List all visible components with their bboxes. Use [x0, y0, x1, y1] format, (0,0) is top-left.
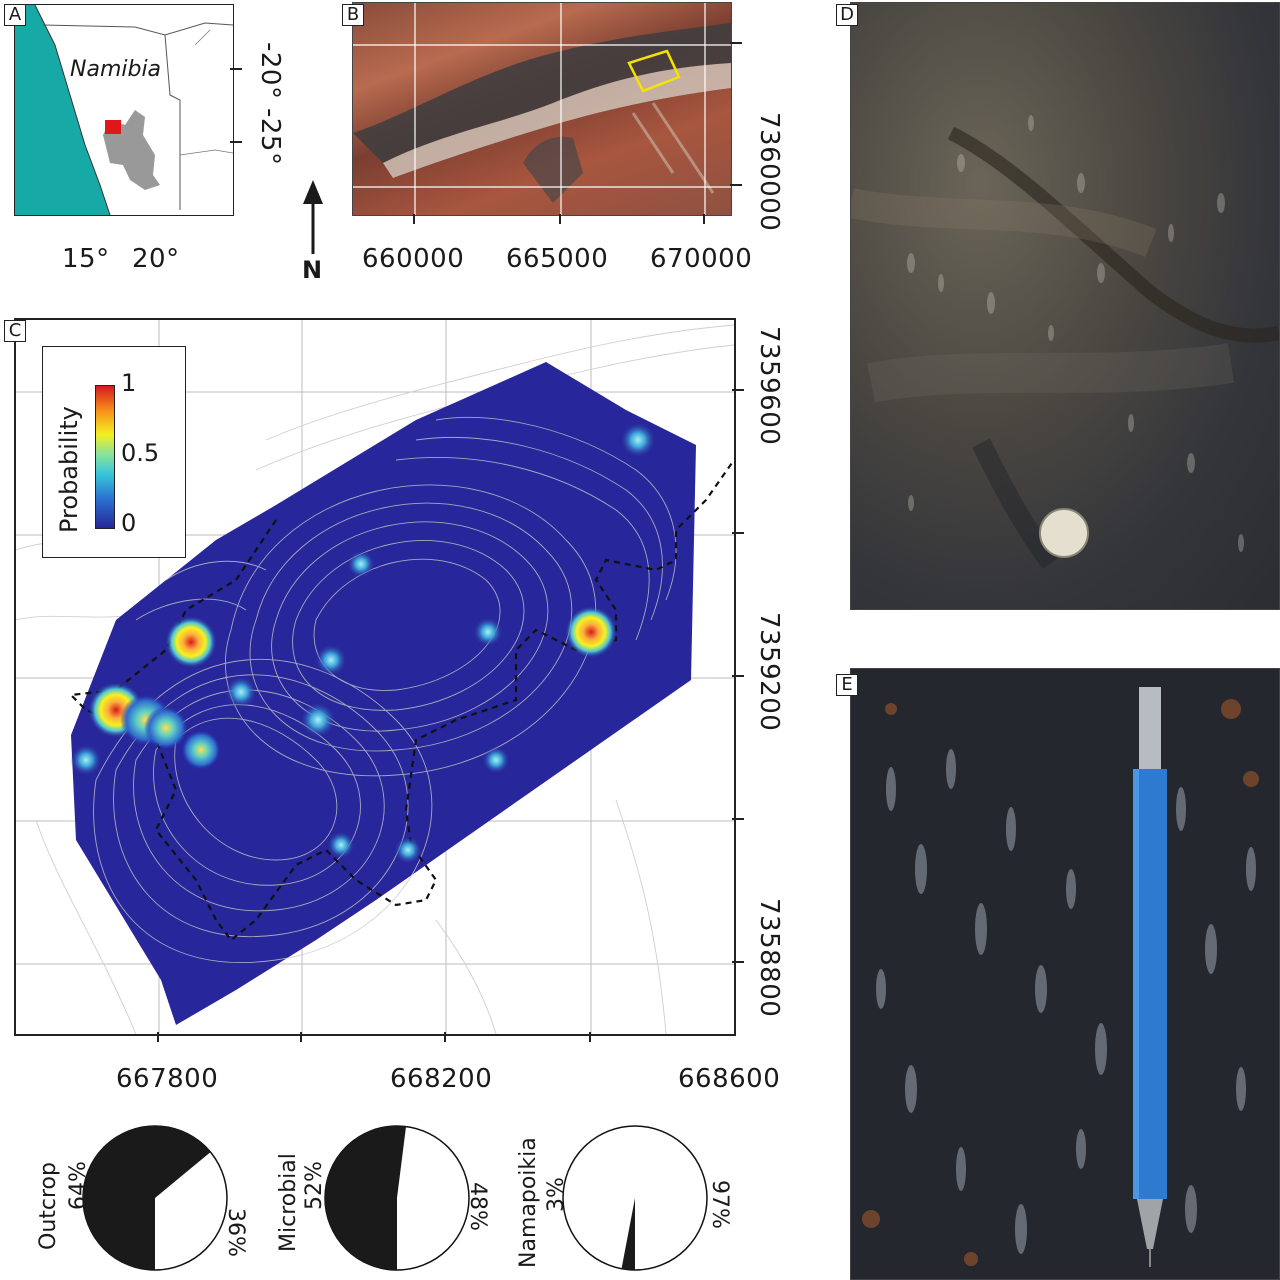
probability-legend: Probability 1 0.5 0: [42, 346, 186, 558]
namibia-inset-map: [15, 5, 233, 215]
legend-colorbar: [95, 385, 115, 529]
panel-b-tick: [730, 184, 742, 186]
survey-area: [71, 362, 696, 1025]
pie-1: [82, 1125, 228, 1271]
legend-max: 1: [121, 369, 137, 397]
pie-1-left-pct: 64%: [66, 1161, 91, 1210]
pie-2-left-pct: 52%: [302, 1161, 327, 1210]
pie-3-right-pct: 97%: [707, 1180, 732, 1229]
panel-c-tick: [157, 1032, 159, 1042]
study-area-box: [627, 49, 681, 93]
panel-b-x-label-3: 670000: [650, 244, 753, 274]
panel-b-x-label-2: 665000: [506, 244, 609, 274]
pie-3-slice: [621, 1198, 635, 1270]
country-label: Namibia: [70, 57, 162, 82]
panel-c-x-label-3: 668600: [678, 1064, 781, 1094]
pie-1-slice: [82, 1126, 211, 1270]
probability-hotspots: [70, 422, 656, 864]
namapoikia-texture: [862, 687, 1259, 1267]
study-location-marker: [105, 120, 121, 134]
pie-1-name: Outcrop: [36, 1162, 61, 1250]
legend-min: 0: [121, 509, 137, 537]
panel-c-tick: [732, 675, 744, 677]
panel-a: Namibia: [14, 4, 234, 216]
panel-a-lat-label-2: -25°: [255, 108, 285, 166]
panel-e-outcrop-photo: [850, 668, 1280, 1280]
legend-title: Probability: [55, 406, 83, 533]
north-arrow: [303, 180, 323, 254]
panel-c-tick: [300, 1032, 302, 1042]
satellite-features: [353, 3, 731, 215]
pie-3: [562, 1125, 708, 1271]
ocean-area: [15, 5, 110, 215]
panel-letter-b: B: [342, 4, 364, 26]
pie-2-slice: [325, 1126, 407, 1270]
panel-letter-d: D: [836, 4, 858, 26]
legend-mid: 0.5: [121, 439, 160, 467]
pie-charts: [82, 1125, 708, 1271]
coin-scale: [1039, 508, 1089, 558]
panel-c-tick: [732, 389, 744, 391]
panel-letter-e: E: [836, 674, 858, 696]
panel-b-tick: [730, 42, 742, 44]
panel-c-tick: [732, 532, 744, 534]
pencil-scale: [1133, 687, 1167, 1267]
panel-b-tick: [703, 214, 705, 224]
internal-contours: [93, 417, 677, 963]
panel-c-tick: [732, 961, 744, 963]
panel-b-y-label-1: 7360000: [754, 112, 784, 232]
outcrop-boundary: [68, 459, 734, 942]
panel-b-tick: [559, 214, 561, 224]
panel-c-x-label-2: 668200: [390, 1064, 493, 1094]
panel-b-x-label-1: 660000: [362, 244, 465, 274]
panel-c-y-label-2: 7359200: [754, 612, 784, 732]
panel-c-tick: [589, 1032, 591, 1042]
panel-c-tick: [444, 1032, 446, 1042]
panel-a-lon-label-1: 15°: [62, 244, 110, 274]
panel-a-tick-y1: [230, 68, 242, 70]
pie-3-name: Namapoikia: [516, 1137, 541, 1268]
panel-a-tick-y2: [230, 141, 242, 143]
pie-3-left-pct: 3%: [544, 1177, 569, 1212]
panel-letter-a: A: [4, 4, 26, 26]
panel-c-y-label-3: 7358800: [754, 898, 784, 1018]
panel-b-satellite-image: [352, 2, 732, 216]
pie-1-right-pct: 36%: [223, 1208, 248, 1257]
probability-map-svg: [16, 320, 734, 1034]
panel-d-outcrop-photo: [850, 2, 1280, 610]
panel-letter-c: C: [4, 320, 26, 342]
panel-b-tick: [413, 214, 415, 224]
panel-c-tick: [732, 818, 744, 820]
pie-2: [324, 1125, 470, 1271]
pie-2-right-pct: 48%: [465, 1182, 490, 1231]
panel-c-x-label-1: 667800: [116, 1064, 219, 1094]
panel-c-y-label-1: 7359600: [754, 326, 784, 446]
panel-a-lon-label-2: 20°: [132, 244, 180, 274]
panel-a-lat-label-1: -20°: [255, 42, 285, 100]
pie-2-name: Microbial: [276, 1153, 301, 1252]
north-label: N: [302, 256, 323, 284]
outcrop-texture: [851, 115, 1279, 569]
